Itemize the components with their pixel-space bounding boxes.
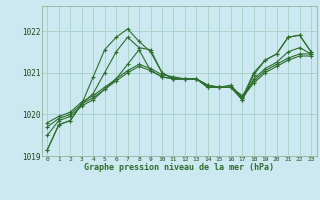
X-axis label: Graphe pression niveau de la mer (hPa): Graphe pression niveau de la mer (hPa): [84, 163, 274, 172]
